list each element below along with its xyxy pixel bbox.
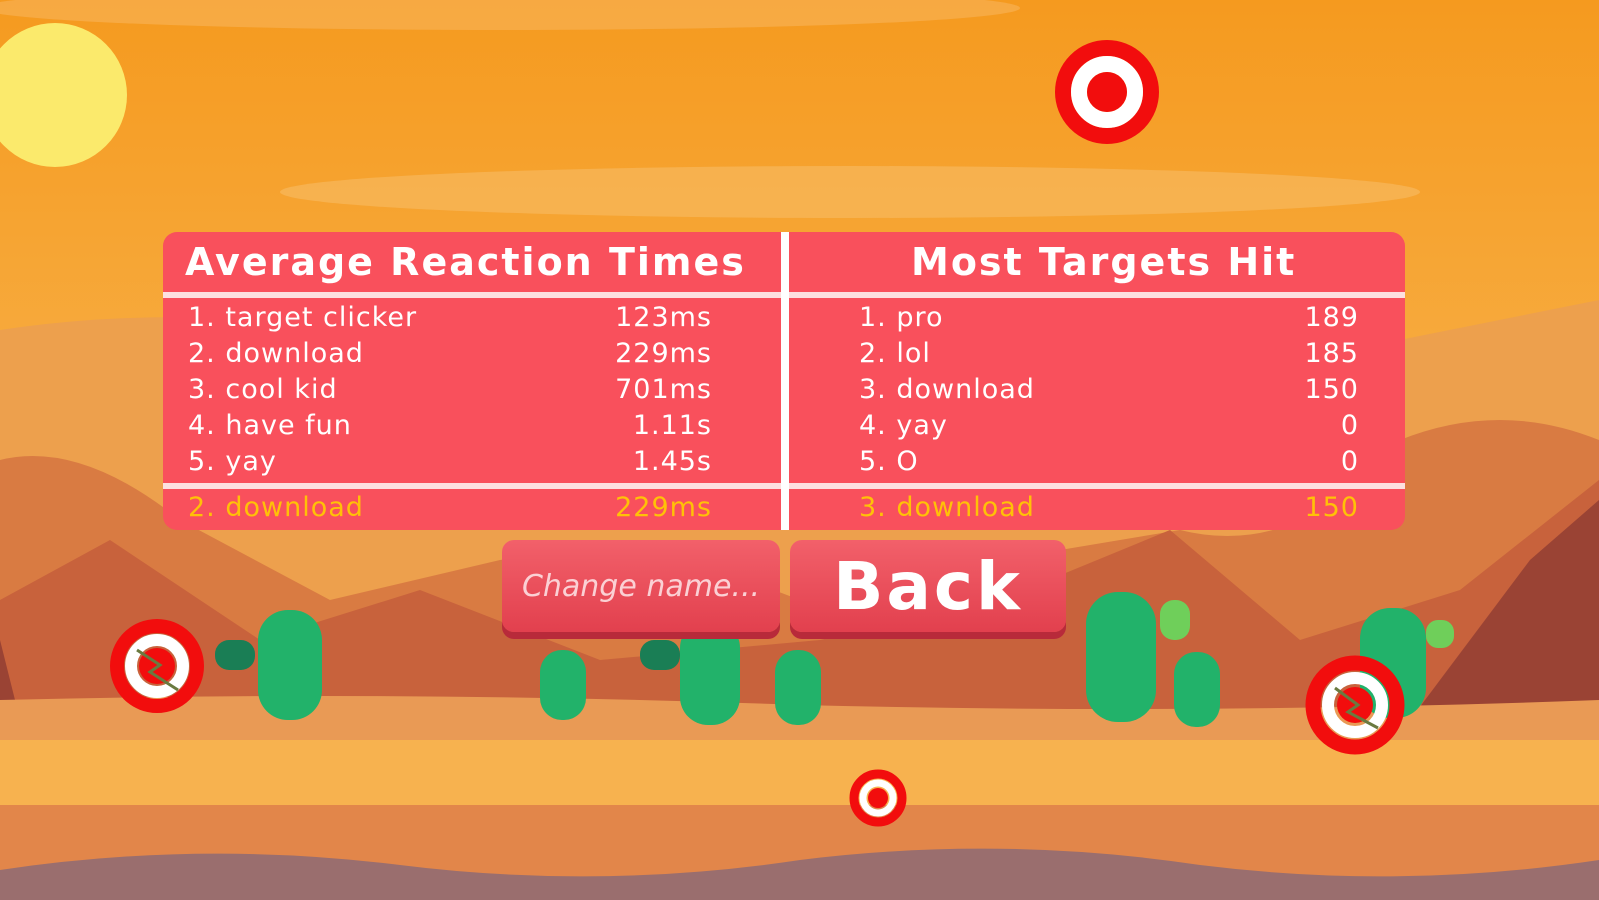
back-button[interactable]: Back (790, 540, 1066, 632)
leaderboard-row: 3. cool kid 701ms (188, 374, 712, 405)
targets-hit-column: Most Targets Hit 1. pro 189 2. lol 185 3. … (789, 232, 1405, 530)
leaderboard-row: 5. yay 1.45s (188, 446, 712, 477)
target-hit (110, 619, 204, 713)
own-score-row: 3. download 150 (859, 492, 1359, 523)
target (1055, 40, 1159, 144)
target-hit (1305, 655, 1405, 755)
leaderboard-row: 4. have fun 1.11s (188, 410, 712, 441)
change-name-button[interactable]: Change name... (502, 540, 780, 632)
target (849, 769, 907, 827)
leaderboard-row: 4. yay 0 (859, 410, 1359, 441)
leaderboard-row: 3. download 150 (859, 374, 1359, 405)
column-divider (781, 232, 789, 530)
own-score-row: 2. download 229ms (188, 492, 712, 523)
leaderboard-row: 2. lol 185 (859, 338, 1359, 369)
cacti (215, 592, 1454, 727)
leaderboard-row: 2. download 229ms (188, 338, 712, 369)
column-title: Average Reaction Times (185, 240, 746, 284)
reaction-times-column: Average Reaction Times 1. target clicker… (163, 232, 781, 530)
leaderboard-row: 1. pro 189 (859, 302, 1359, 333)
sun (0, 23, 127, 167)
column-title: Most Targets Hit (911, 240, 1297, 284)
leaderboard-panel: Average Reaction Times 1. target clicker… (163, 232, 1405, 530)
leaderboard-row: 1. target clicker 123ms (188, 302, 712, 333)
